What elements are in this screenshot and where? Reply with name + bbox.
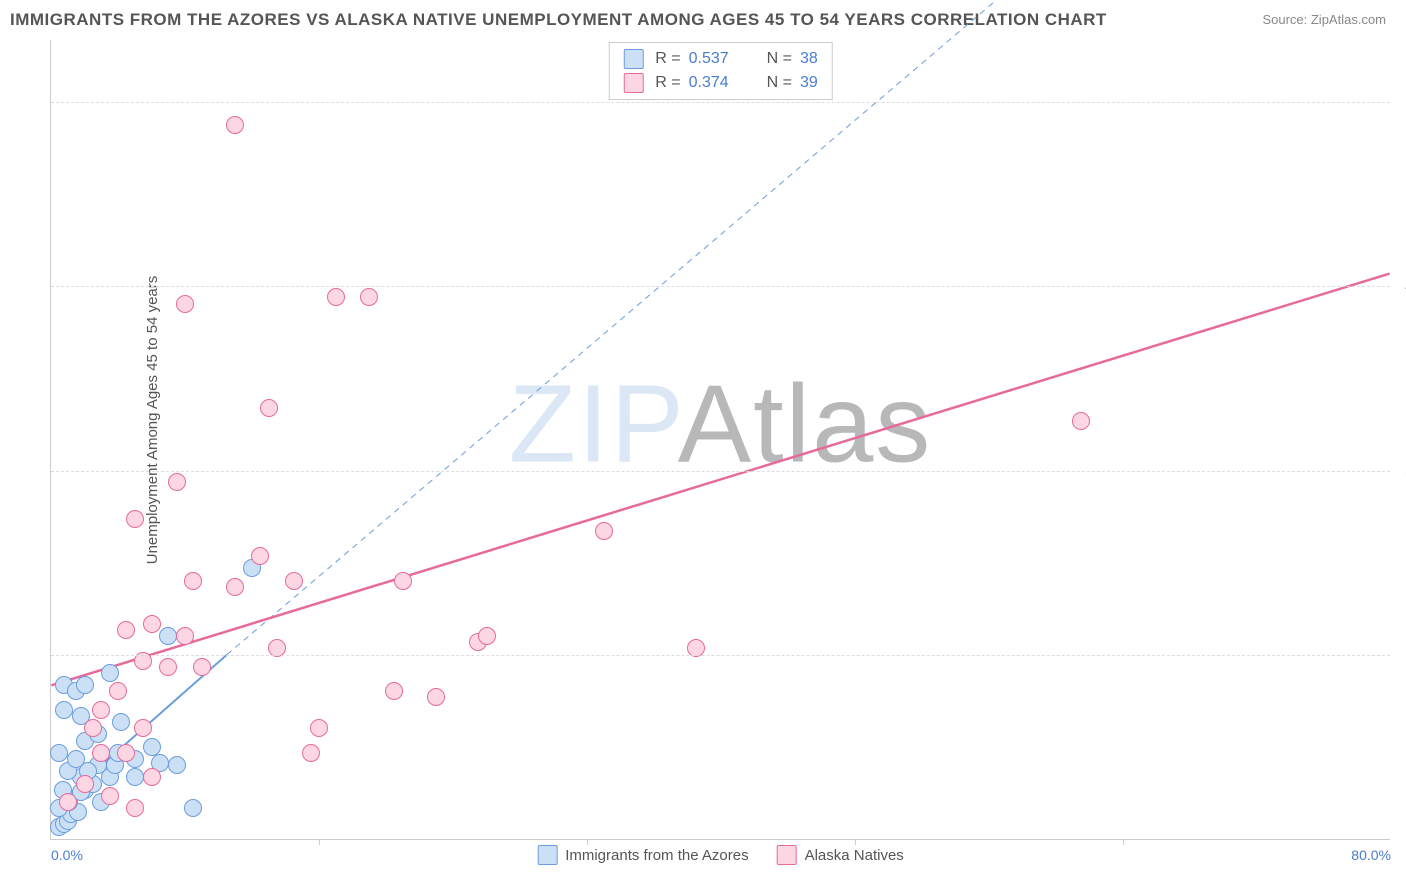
data-point-azores	[101, 664, 119, 682]
data-point-alaska	[327, 288, 345, 306]
data-point-alaska	[184, 572, 202, 590]
r-label: R =	[655, 74, 680, 92]
data-point-alaska	[302, 744, 320, 762]
legend-swatch	[623, 49, 643, 69]
data-point-alaska	[101, 787, 119, 805]
data-point-azores	[184, 799, 202, 817]
data-point-alaska	[84, 719, 102, 737]
data-point-azores	[55, 701, 73, 719]
r-value: 0.374	[689, 74, 743, 92]
x-tick	[319, 839, 320, 845]
data-point-alaska	[134, 652, 152, 670]
gridline-h	[51, 286, 1390, 287]
data-point-alaska	[251, 547, 269, 565]
data-point-alaska	[427, 688, 445, 706]
data-point-alaska	[143, 615, 161, 633]
data-point-alaska	[226, 116, 244, 134]
data-point-azores	[112, 713, 130, 731]
n-label: N =	[767, 74, 792, 92]
data-point-alaska	[76, 775, 94, 793]
data-point-azores	[67, 750, 85, 768]
plot-area: ZIPAtlas 15.0%30.0%45.0%60.0%0.0%80.0% R…	[50, 40, 1390, 840]
correlation-legend: R = 0.537 N = 38 R = 0.374 N = 39	[608, 42, 832, 100]
data-point-alaska	[595, 522, 613, 540]
data-point-alaska	[478, 627, 496, 645]
gridline-h	[51, 471, 1390, 472]
data-point-alaska	[168, 473, 186, 491]
data-point-alaska	[260, 399, 278, 417]
data-point-alaska	[117, 621, 135, 639]
trendline-alaska	[51, 274, 1389, 686]
data-point-alaska	[143, 768, 161, 786]
data-point-alaska	[159, 658, 177, 676]
n-value: 39	[800, 74, 818, 92]
data-point-alaska	[59, 793, 77, 811]
legend-swatch	[777, 845, 797, 865]
series-legend-item: Alaska Natives	[777, 845, 904, 865]
data-point-alaska	[385, 682, 403, 700]
data-point-alaska	[193, 658, 211, 676]
data-point-alaska	[117, 744, 135, 762]
data-point-alaska	[126, 510, 144, 528]
source-attribution: Source: ZipAtlas.com	[1262, 12, 1386, 27]
r-label: R =	[655, 50, 680, 68]
data-point-alaska	[92, 744, 110, 762]
data-point-alaska	[285, 572, 303, 590]
data-point-alaska	[176, 295, 194, 313]
trend-lines-svg	[51, 40, 1390, 839]
data-point-alaska	[1072, 412, 1090, 430]
legend-swatch	[537, 845, 557, 865]
data-point-alaska	[92, 701, 110, 719]
x-tick-label: 0.0%	[51, 847, 83, 863]
data-point-azores	[76, 676, 94, 694]
data-point-alaska	[360, 288, 378, 306]
r-value: 0.537	[689, 50, 743, 68]
data-point-alaska	[226, 578, 244, 596]
data-point-azores	[50, 744, 68, 762]
data-point-azores	[159, 627, 177, 645]
x-tick	[1123, 839, 1124, 845]
data-point-alaska	[126, 799, 144, 817]
data-point-azores	[126, 768, 144, 786]
gridline-h	[51, 102, 1390, 103]
gridline-h	[51, 655, 1390, 656]
data-point-alaska	[394, 572, 412, 590]
n-label: N =	[767, 50, 792, 68]
n-value: 38	[800, 50, 818, 68]
data-point-alaska	[109, 682, 127, 700]
data-point-azores	[168, 756, 186, 774]
series-legend-label: Alaska Natives	[805, 847, 904, 864]
chart-title: IMMIGRANTS FROM THE AZORES VS ALASKA NAT…	[10, 10, 1107, 30]
data-point-alaska	[134, 719, 152, 737]
x-tick-label: 80.0%	[1351, 847, 1391, 863]
correlation-legend-row: R = 0.537 N = 38	[623, 47, 817, 71]
series-legend: Immigrants from the Azores Alaska Natives	[537, 845, 904, 865]
legend-swatch	[623, 73, 643, 93]
correlation-legend-row: R = 0.374 N = 39	[623, 71, 817, 95]
data-point-alaska	[310, 719, 328, 737]
data-point-alaska	[176, 627, 194, 645]
series-legend-label: Immigrants from the Azores	[565, 847, 748, 864]
series-legend-item: Immigrants from the Azores	[537, 845, 748, 865]
